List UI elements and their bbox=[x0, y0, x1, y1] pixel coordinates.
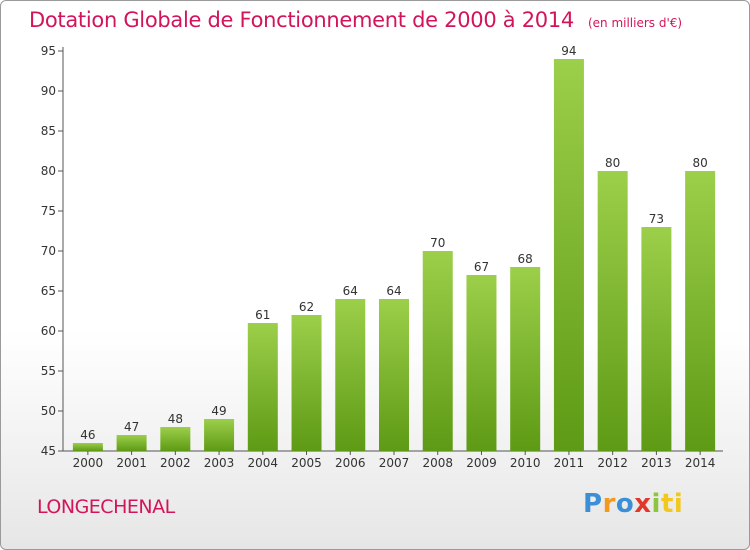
x-tick-label: 2005 bbox=[291, 456, 322, 470]
data-label: 62 bbox=[299, 300, 314, 314]
y-tick-label: 45 bbox=[41, 444, 56, 458]
x-tick-label: 2009 bbox=[466, 456, 497, 470]
bar bbox=[466, 275, 497, 451]
y-tick-label: 70 bbox=[41, 244, 56, 258]
data-label: 64 bbox=[386, 284, 401, 298]
bar bbox=[553, 59, 584, 451]
logo-letter: r bbox=[602, 489, 616, 519]
y-tick-label: 50 bbox=[41, 404, 56, 418]
x-tick-label: 2010 bbox=[510, 456, 541, 470]
y-tick-label: 75 bbox=[41, 204, 56, 218]
y-tick-label: 85 bbox=[41, 124, 56, 138]
x-tick-label: 2013 bbox=[641, 456, 672, 470]
data-label: 49 bbox=[211, 404, 226, 418]
data-label: 94 bbox=[561, 44, 576, 58]
bar bbox=[291, 315, 322, 451]
x-tick-label: 2001 bbox=[116, 456, 147, 470]
x-tick-label: 2000 bbox=[73, 456, 104, 470]
x-tick-label: 2008 bbox=[422, 456, 453, 470]
chart-title-text: Dotation Globale de Fonctionnement de 20… bbox=[29, 8, 574, 32]
x-tick-label: 2006 bbox=[335, 456, 366, 470]
data-label: 67 bbox=[474, 260, 489, 274]
bar bbox=[160, 427, 191, 451]
x-tick-label: 2012 bbox=[597, 456, 628, 470]
x-tick-label: 2002 bbox=[160, 456, 191, 470]
data-label: 61 bbox=[255, 308, 270, 322]
logo-letter: i bbox=[651, 489, 661, 519]
x-tick-label: 2004 bbox=[248, 456, 279, 470]
bar bbox=[116, 435, 147, 451]
bar bbox=[685, 171, 716, 451]
data-label: 48 bbox=[168, 412, 183, 426]
bar bbox=[335, 299, 366, 451]
logo-letter: o bbox=[615, 489, 635, 519]
data-label: 47 bbox=[124, 420, 139, 434]
data-label: 64 bbox=[343, 284, 358, 298]
logo-letter: P bbox=[583, 489, 603, 519]
y-tick-label: 95 bbox=[41, 44, 56, 58]
y-tick-label: 90 bbox=[41, 84, 56, 98]
bar bbox=[422, 251, 453, 451]
y-tick-label: 60 bbox=[41, 324, 56, 338]
bar bbox=[597, 171, 628, 451]
y-tick-label: 55 bbox=[41, 364, 56, 378]
data-label: 80 bbox=[605, 156, 620, 170]
bar bbox=[641, 227, 672, 451]
data-label: 70 bbox=[430, 236, 445, 250]
x-tick-label: 2011 bbox=[554, 456, 585, 470]
bar bbox=[204, 419, 235, 451]
data-label: 73 bbox=[649, 212, 664, 226]
commune-name: LONGECHENAL bbox=[37, 496, 175, 518]
x-tick-label: 2003 bbox=[204, 456, 235, 470]
logo-letter: ti bbox=[660, 489, 684, 519]
y-tick-label: 65 bbox=[41, 284, 56, 298]
logo-letter: x bbox=[634, 489, 652, 519]
data-label: 68 bbox=[518, 252, 533, 266]
data-label: 46 bbox=[80, 428, 95, 442]
bar bbox=[379, 299, 409, 451]
bar bbox=[247, 323, 278, 451]
x-tick-label: 2007 bbox=[379, 456, 410, 470]
chart-title: Dotation Globale de Fonctionnement de 20… bbox=[29, 8, 682, 32]
bar bbox=[510, 267, 541, 451]
x-tick-label: 2014 bbox=[685, 456, 716, 470]
y-tick-label: 80 bbox=[41, 164, 56, 178]
data-label: 80 bbox=[692, 156, 707, 170]
bar bbox=[72, 443, 103, 451]
proxiti-logo[interactable]: Proxiti bbox=[583, 489, 683, 519]
chart-subtitle: (en milliers d'€) bbox=[587, 16, 683, 30]
